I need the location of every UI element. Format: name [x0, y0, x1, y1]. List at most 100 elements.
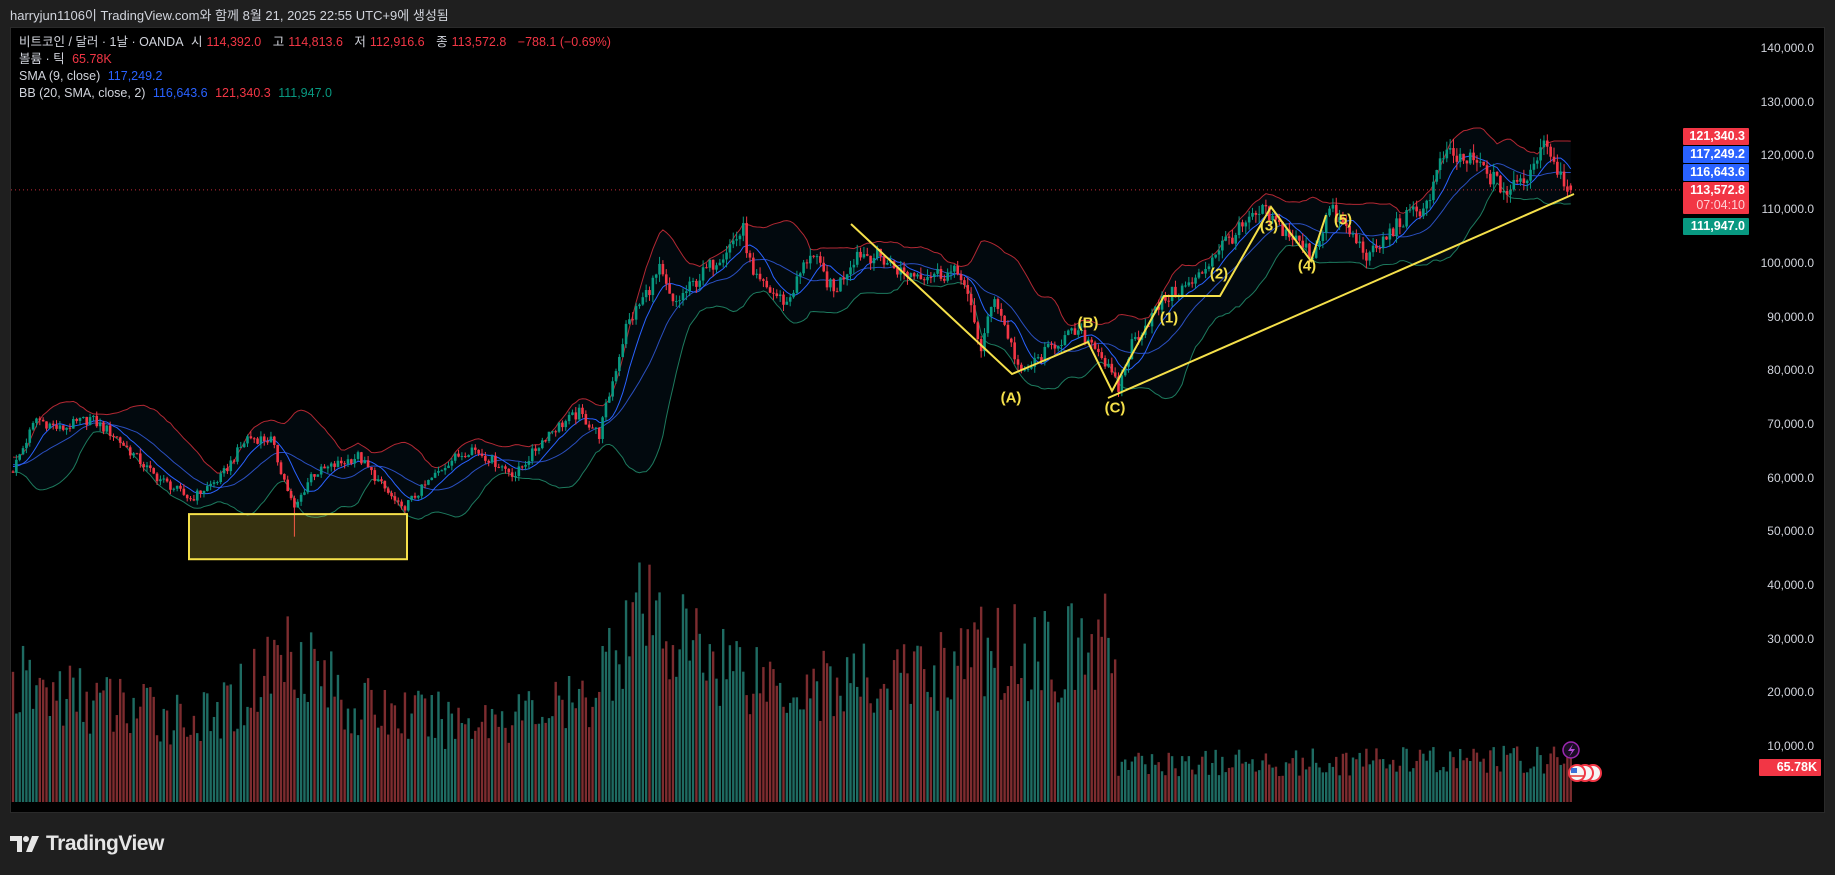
volume-bar	[1492, 747, 1495, 802]
volume-bar	[705, 680, 708, 802]
volume-bar	[1087, 652, 1090, 802]
candle-body	[1110, 363, 1114, 373]
price-chart[interactable]	[11, 28, 1825, 813]
candle-body	[1338, 217, 1341, 223]
volume-bar	[313, 648, 316, 802]
candle-body	[1448, 148, 1452, 150]
tradingview-logo[interactable]: TradingView	[10, 832, 164, 856]
candle-body	[1056, 345, 1060, 349]
volume-bar	[588, 727, 591, 802]
candle-body	[279, 462, 283, 475]
volume-bar	[102, 690, 105, 802]
candle-body	[1368, 252, 1372, 261]
volume-bar	[990, 651, 993, 802]
candle-body	[41, 419, 45, 422]
symbol-title[interactable]: 비트코인 / 달러 · 1날 · OANDA	[19, 35, 184, 49]
candle-body	[246, 436, 249, 444]
candle-body	[242, 443, 246, 448]
volume-bar	[340, 699, 343, 802]
candle-body	[1070, 328, 1073, 331]
volume-bar	[842, 711, 845, 802]
sma-badge: 117,249.2	[1683, 146, 1749, 163]
candle-body	[1187, 282, 1191, 286]
volume-bar	[1097, 619, 1100, 802]
volume-bar	[584, 697, 588, 802]
volume-bar	[430, 695, 433, 802]
candle-body	[641, 297, 645, 305]
candle-body	[202, 491, 206, 494]
volume-bar	[219, 738, 222, 802]
volume-bar	[772, 669, 775, 802]
candle-body	[1422, 208, 1425, 217]
candle-body	[216, 482, 219, 484]
candle-body	[1231, 237, 1234, 244]
volume-bar	[1348, 775, 1351, 802]
volume-bar	[1204, 750, 1207, 802]
candle-body	[1207, 266, 1211, 270]
candle-body	[135, 453, 139, 455]
candle-body	[98, 422, 102, 427]
candle-body	[1465, 160, 1469, 164]
volume-bar	[1351, 757, 1355, 802]
volume-bar	[390, 703, 393, 802]
candle-body	[1147, 325, 1150, 327]
volume-bar	[976, 629, 979, 802]
volume-bar	[963, 679, 966, 802]
candle-body	[296, 501, 300, 508]
candle-body	[1043, 346, 1047, 362]
volume-bar	[614, 650, 618, 802]
volume-bar	[1442, 766, 1445, 802]
volume-bar	[564, 728, 567, 802]
volume-bar	[1234, 754, 1237, 802]
volume-bar	[1395, 771, 1398, 802]
volume-bar	[695, 608, 698, 802]
volume-bar	[1402, 747, 1405, 802]
volume-bar	[879, 688, 882, 802]
volume-bar	[1418, 749, 1422, 802]
sma-value: 117,249.2	[107, 69, 163, 83]
candle-body	[132, 453, 135, 456]
candle-body	[829, 279, 832, 288]
volume-bar	[11, 671, 15, 802]
price-axis-label: 60,000.0	[1767, 470, 1814, 485]
candle-body	[38, 418, 42, 420]
candle-body	[1401, 226, 1405, 228]
legend-sma-row[interactable]: SMA (9, close) 117,249.2	[19, 68, 615, 85]
candle-body	[1190, 282, 1194, 284]
volume-bar	[631, 602, 634, 802]
volume-bar	[1459, 748, 1462, 802]
volume-bar	[202, 692, 206, 802]
candle-body	[507, 468, 511, 473]
candle-body	[460, 456, 464, 458]
candle-body	[1314, 246, 1318, 258]
volume-bar	[309, 632, 313, 802]
bollinger-band-fill	[13, 127, 1571, 520]
volume-bar	[896, 649, 899, 802]
candle-body	[85, 416, 88, 425]
volume-bar	[1288, 763, 1291, 802]
volume-bar	[624, 600, 628, 802]
volume-label: 볼륨 · 틱	[19, 52, 65, 66]
candle-body	[139, 453, 142, 465]
candle-body	[490, 455, 494, 463]
legend-bb-row[interactable]: BB (20, SMA, close, 2) 116,643.6 121,340…	[19, 85, 615, 102]
candle-body	[1375, 245, 1378, 249]
volume-bar	[521, 720, 524, 802]
candle-body	[1264, 204, 1268, 207]
candle-body	[708, 259, 712, 268]
volume-bar	[209, 731, 212, 802]
volume-bar	[514, 711, 517, 802]
volume-bar	[186, 736, 189, 802]
volume-bar	[88, 733, 92, 802]
candle-body	[474, 447, 477, 450]
candle-body	[654, 274, 658, 278]
candle-body	[1502, 190, 1506, 193]
volume-bar	[1023, 643, 1026, 802]
candle-body	[283, 474, 286, 480]
volume-bar	[249, 707, 253, 802]
candle-body	[1432, 181, 1435, 201]
candle-body	[1023, 369, 1026, 371]
legend-volume-row[interactable]: 볼륨 · 틱 65.78K	[19, 51, 615, 68]
volume-bar	[1030, 689, 1033, 802]
chart-panel[interactable]: 비트코인 / 달러 · 1날 · OANDA 시 114,392.0 고 114,8…	[10, 27, 1825, 813]
